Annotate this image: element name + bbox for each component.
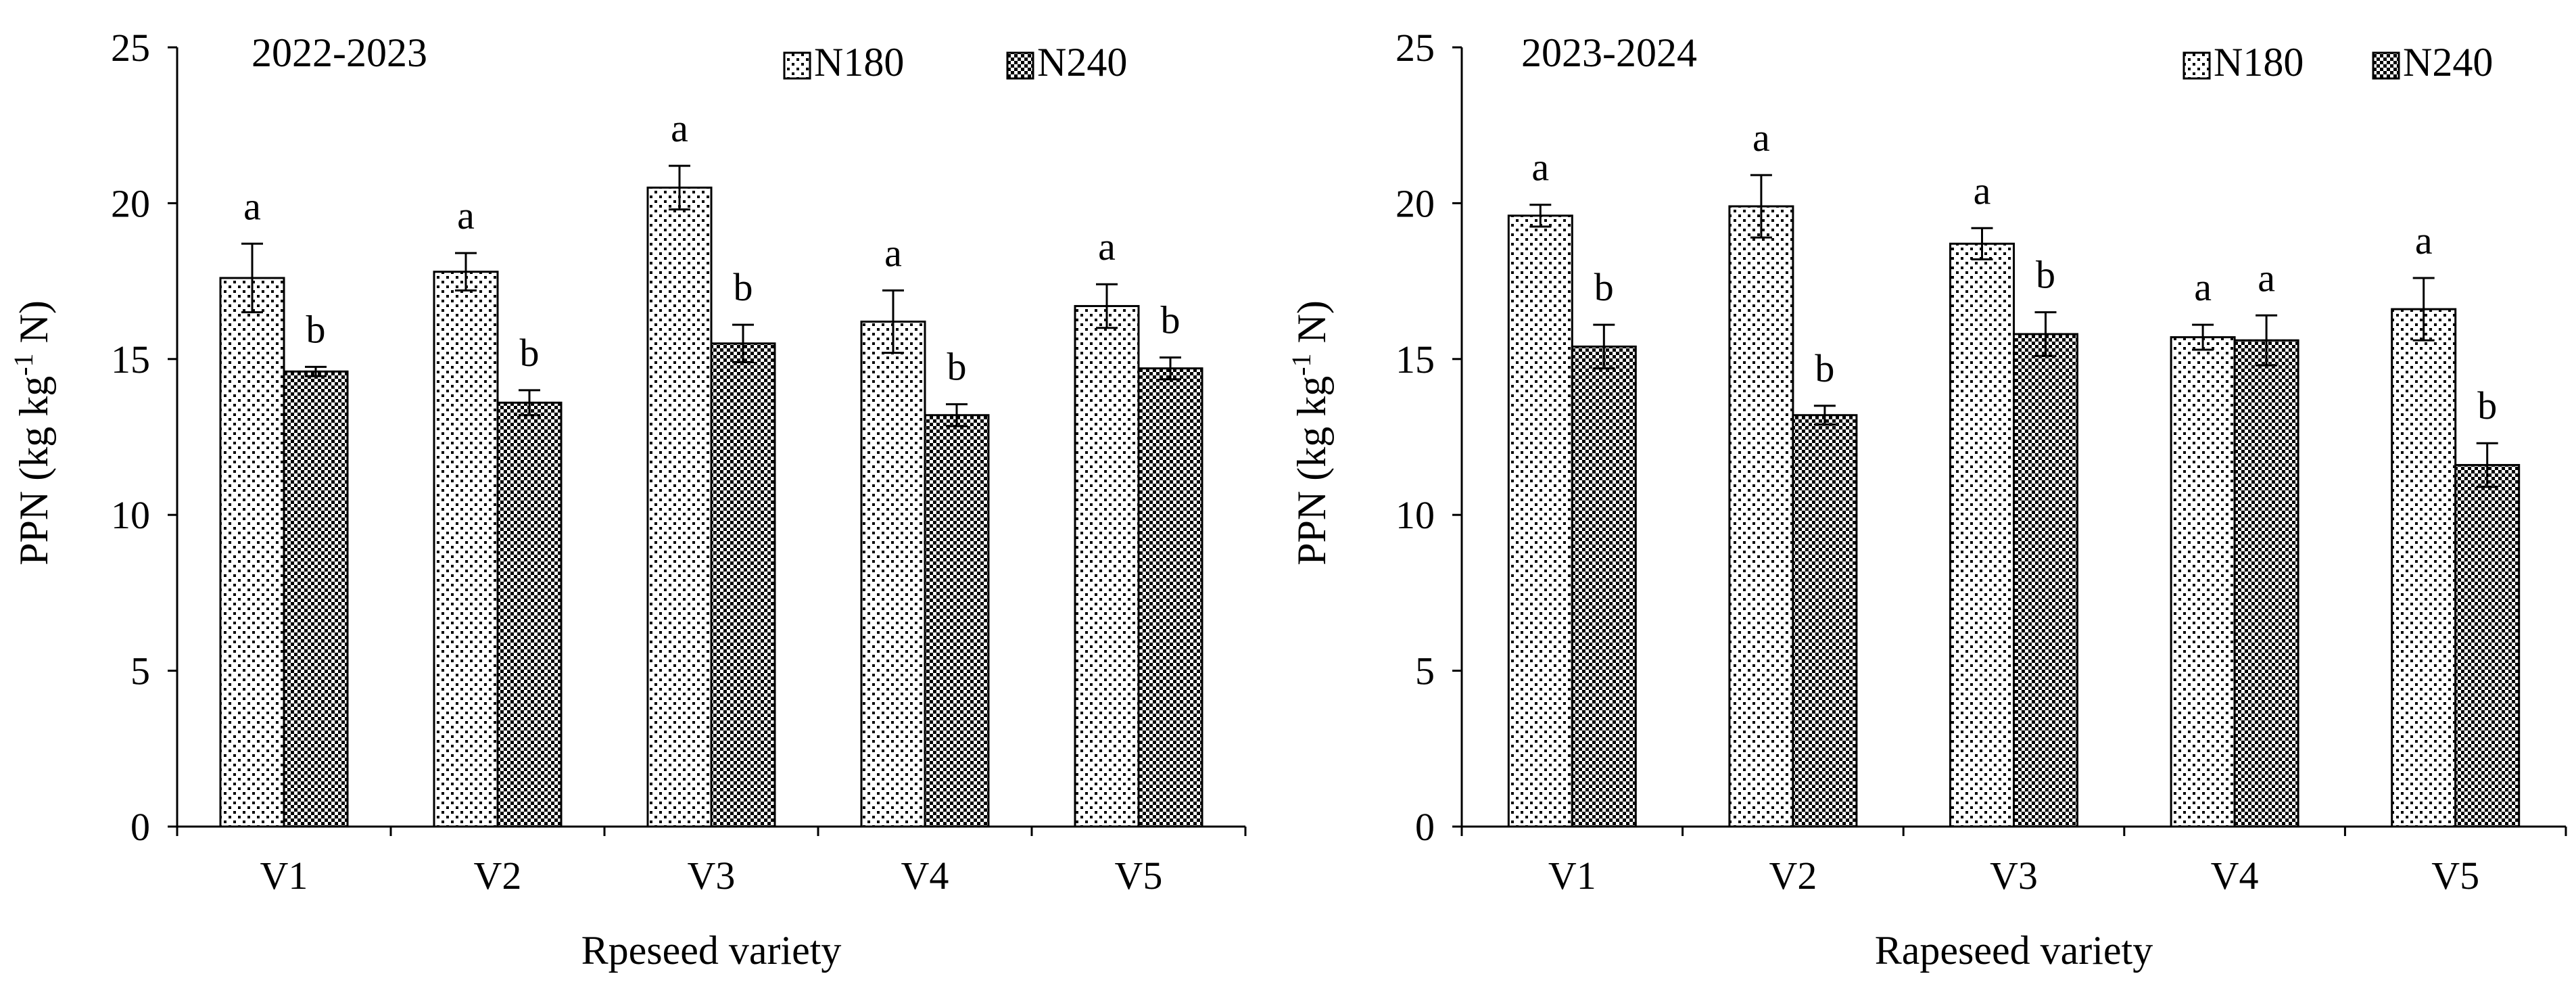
bar-n240-v4 <box>2233 339 2299 828</box>
x-tick-label: V5 <box>2431 854 2479 898</box>
bar-n240-v2 <box>1792 414 1858 828</box>
significance-label: a <box>2258 256 2275 300</box>
y-tick-label: 25 <box>111 26 150 70</box>
legend-label-n180: N180 <box>2214 40 2304 85</box>
bar-n180-v3 <box>646 186 713 828</box>
y-tick-label: 5 <box>130 649 150 693</box>
bar-n240-v1 <box>283 370 349 828</box>
y-tick-label: 0 <box>1415 805 1435 849</box>
x-tick-label: V2 <box>474 854 522 898</box>
legend-swatch-n180 <box>2183 51 2211 80</box>
y-axis-title-main: PPN (kg kg <box>1289 376 1334 565</box>
bar-n240-v3 <box>2013 333 2078 828</box>
x-tick-label: V5 <box>1115 854 1163 898</box>
significance-label: b <box>734 265 753 309</box>
legend-swatch-n240 <box>2372 51 2400 80</box>
panel-title: 2023-2024 <box>1521 30 1697 75</box>
chart-panel-2022-2023: 0 5 10 15 20 25 V1 a b V2 a b V3 a b V4 a b V5 a b 2022-2023 N… <box>8 26 1247 973</box>
y-tick-label: 15 <box>1396 338 1435 381</box>
y-axis-title: PPN (kg kg-1 N) <box>8 300 56 565</box>
bar-n180-v5 <box>1074 304 1140 828</box>
significance-label: a <box>243 184 261 228</box>
y-tick-label: 10 <box>111 493 150 537</box>
y-axis-title-sup: -1 <box>8 353 39 375</box>
y-tick-label: 25 <box>1396 26 1435 70</box>
bar-n240-v5 <box>1137 367 1203 828</box>
significance-label: b <box>947 345 967 389</box>
y-tick-label: 15 <box>111 338 150 381</box>
significance-label: b <box>520 331 540 375</box>
bar-n240-v2 <box>496 401 563 828</box>
significance-label: a <box>2415 218 2433 262</box>
bar-n180-v1 <box>219 277 285 828</box>
significance-label: a <box>1531 145 1549 189</box>
significance-label: a <box>2194 265 2212 309</box>
significance-label: a <box>884 231 902 275</box>
bar-n180-v3 <box>1949 242 2015 828</box>
bar-n240-v3 <box>710 342 776 828</box>
x-axis-title: Rpeseed variety <box>581 928 842 973</box>
bar-n180-v5 <box>2391 308 2457 828</box>
y-axis-title-sup: -1 <box>1286 353 1316 375</box>
y-tick-label: 20 <box>1396 181 1435 225</box>
y-tick-label: 0 <box>130 805 150 849</box>
significance-label: b <box>306 307 326 351</box>
y-tick-label: 20 <box>111 181 150 225</box>
legend-swatch-n240 <box>1006 51 1034 80</box>
legend-label-n180: N180 <box>814 40 904 85</box>
significance-label: b <box>2036 253 2055 297</box>
bar-n240-v5 <box>2454 463 2521 828</box>
significance-label: a <box>1098 225 1116 269</box>
significance-label: b <box>1161 298 1180 342</box>
bar-n180-v2 <box>433 271 499 828</box>
legend-label-n240: N240 <box>1037 40 1127 85</box>
x-tick-label: V3 <box>688 854 736 898</box>
x-axis-title: Rapeseed variety <box>1875 928 2153 973</box>
x-tick-label: V1 <box>260 854 308 898</box>
bar-n180-v4 <box>860 321 926 828</box>
panel-title: 2022-2023 <box>252 30 427 75</box>
y-axis-title-unit: N) <box>1289 300 1334 353</box>
significance-label: a <box>671 106 688 150</box>
y-tick-label: 5 <box>1415 649 1435 693</box>
chart-panel-2023-2024: 0 5 10 15 20 25 V1 a b V2 a b V3 a b V4 a a V5 a b 2023-2024 N… <box>1286 26 2567 973</box>
significance-label: b <box>2477 384 2497 427</box>
x-tick-label: V1 <box>1548 854 1596 898</box>
x-tick-label: V2 <box>1769 854 1817 898</box>
bar-n240-v1 <box>1571 345 1637 828</box>
bar-n240-v4 <box>924 414 990 828</box>
x-tick-label: V3 <box>1990 854 2038 898</box>
x-tick-label: V4 <box>901 854 949 898</box>
significance-label: b <box>1594 265 1614 309</box>
y-axis-title: PPN (kg kg-1 N) <box>1286 300 1334 565</box>
bar-n180-v4 <box>2170 336 2236 828</box>
y-tick-label: 10 <box>1396 493 1435 537</box>
bar-n180-v2 <box>1728 205 1794 828</box>
significance-label: b <box>1815 346 1834 390</box>
legend-swatch-n180 <box>783 51 811 80</box>
y-axis-title-unit: N) <box>11 300 56 353</box>
significance-label: a <box>1974 168 1991 212</box>
y-axis-title-main: PPN (kg kg <box>11 376 56 565</box>
significance-label: a <box>1752 116 1770 160</box>
x-tick-label: V4 <box>2211 854 2259 898</box>
legend-label-n240: N240 <box>2403 40 2493 85</box>
bar-n180-v1 <box>1507 214 1573 828</box>
significance-label: a <box>457 193 475 237</box>
